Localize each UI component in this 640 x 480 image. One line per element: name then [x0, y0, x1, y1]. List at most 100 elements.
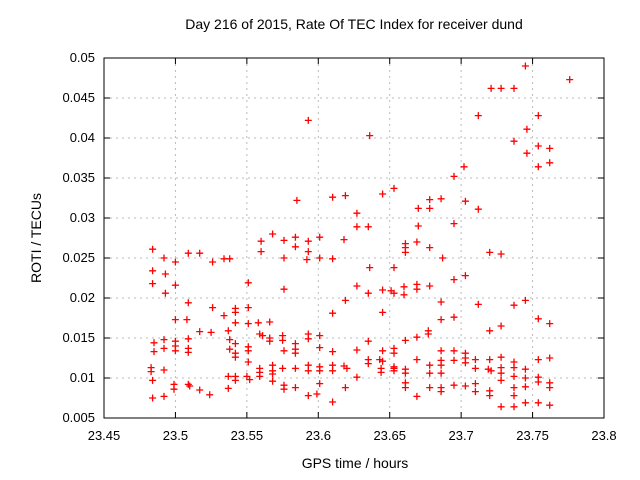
data-point [161, 289, 169, 297]
data-point [231, 319, 239, 327]
data-point [304, 237, 312, 245]
data-point [304, 248, 312, 256]
data-point [364, 223, 372, 231]
data-point [353, 282, 361, 290]
data-point [316, 344, 324, 352]
data-point [426, 369, 434, 377]
y-tick-label: 0.02 [70, 290, 95, 305]
data-point [207, 328, 215, 336]
data-point [246, 376, 254, 384]
data-point [534, 315, 542, 323]
data-point [160, 336, 168, 344]
data-point [149, 245, 157, 253]
data-point [161, 270, 169, 278]
data-point [184, 335, 192, 343]
data-point [510, 384, 518, 392]
y-axis-label: ROTI / TECUs [28, 193, 44, 283]
data-point [266, 337, 274, 345]
y-tick-label: 0.05 [70, 50, 95, 65]
data-point [510, 403, 518, 411]
data-point [304, 116, 312, 124]
data-point [149, 280, 157, 288]
data-point [413, 356, 421, 364]
data-point [546, 159, 554, 167]
data-point [497, 84, 505, 92]
data-point [184, 249, 192, 257]
y-tick-label: 0.045 [62, 90, 95, 105]
grid-layer [104, 58, 604, 418]
data-point [487, 367, 495, 375]
data-point [244, 358, 252, 366]
x-tick-label: 23.55 [231, 428, 264, 443]
data-point [171, 281, 179, 289]
data-point [426, 196, 434, 204]
data-point [160, 344, 168, 352]
data-point [269, 230, 277, 238]
x-tick-label: 23.75 [516, 428, 549, 443]
x-tick-label: 23.45 [88, 428, 121, 443]
data-point [304, 335, 312, 343]
data-point [279, 364, 287, 372]
data-point [437, 316, 445, 324]
data-point [280, 254, 288, 262]
x-tick-label: 23.6 [306, 428, 331, 443]
data-point [510, 137, 518, 145]
data-point [226, 345, 234, 353]
data-point [316, 332, 324, 340]
data-point [510, 392, 518, 400]
data-point [291, 233, 299, 241]
data-point [450, 356, 458, 364]
data-point [329, 193, 337, 201]
data-point [450, 276, 458, 284]
data-point [196, 249, 204, 257]
x-tick-label: 23.65 [373, 428, 406, 443]
data-point [497, 353, 505, 361]
data-point [437, 298, 445, 306]
data-point [366, 264, 374, 272]
data-point [353, 373, 361, 381]
data-point [414, 204, 422, 212]
data-point [486, 248, 494, 256]
data-point [280, 347, 288, 355]
data-point [364, 337, 372, 345]
data-point [244, 304, 252, 312]
data-point [280, 285, 288, 293]
data-point [521, 383, 529, 391]
data-point [256, 372, 264, 380]
data-point [521, 62, 529, 70]
data-point [474, 300, 482, 308]
data-point [510, 372, 518, 380]
y-tick-label: 0.005 [62, 410, 95, 425]
data-point [341, 296, 349, 304]
data-point [291, 349, 299, 357]
data-point [460, 163, 468, 171]
data-point [546, 320, 554, 328]
data-point [474, 205, 482, 213]
data-point [413, 392, 421, 400]
data-point [150, 339, 158, 347]
data-point [437, 195, 445, 203]
data-point [474, 112, 482, 120]
data-point [226, 336, 234, 344]
y-tick-label: 0.01 [70, 370, 95, 385]
data-point [353, 209, 361, 217]
data-point [316, 367, 324, 375]
data-point [521, 374, 529, 382]
data-point [426, 384, 434, 392]
data-point [160, 392, 168, 400]
data-point [304, 392, 312, 400]
data-point [450, 347, 458, 355]
data-point [316, 254, 324, 262]
data-point [304, 367, 312, 375]
data-point [546, 401, 554, 409]
chart-title: Day 216 of 2015, Rate Of TEC Index for r… [185, 16, 522, 32]
data-point [510, 301, 518, 309]
data-point [186, 382, 194, 390]
data-point [329, 309, 337, 317]
data-point [497, 376, 505, 384]
data-point [523, 125, 531, 133]
data-point [303, 256, 311, 264]
data-point [291, 384, 299, 392]
y-tick-label: 0.03 [70, 210, 95, 225]
